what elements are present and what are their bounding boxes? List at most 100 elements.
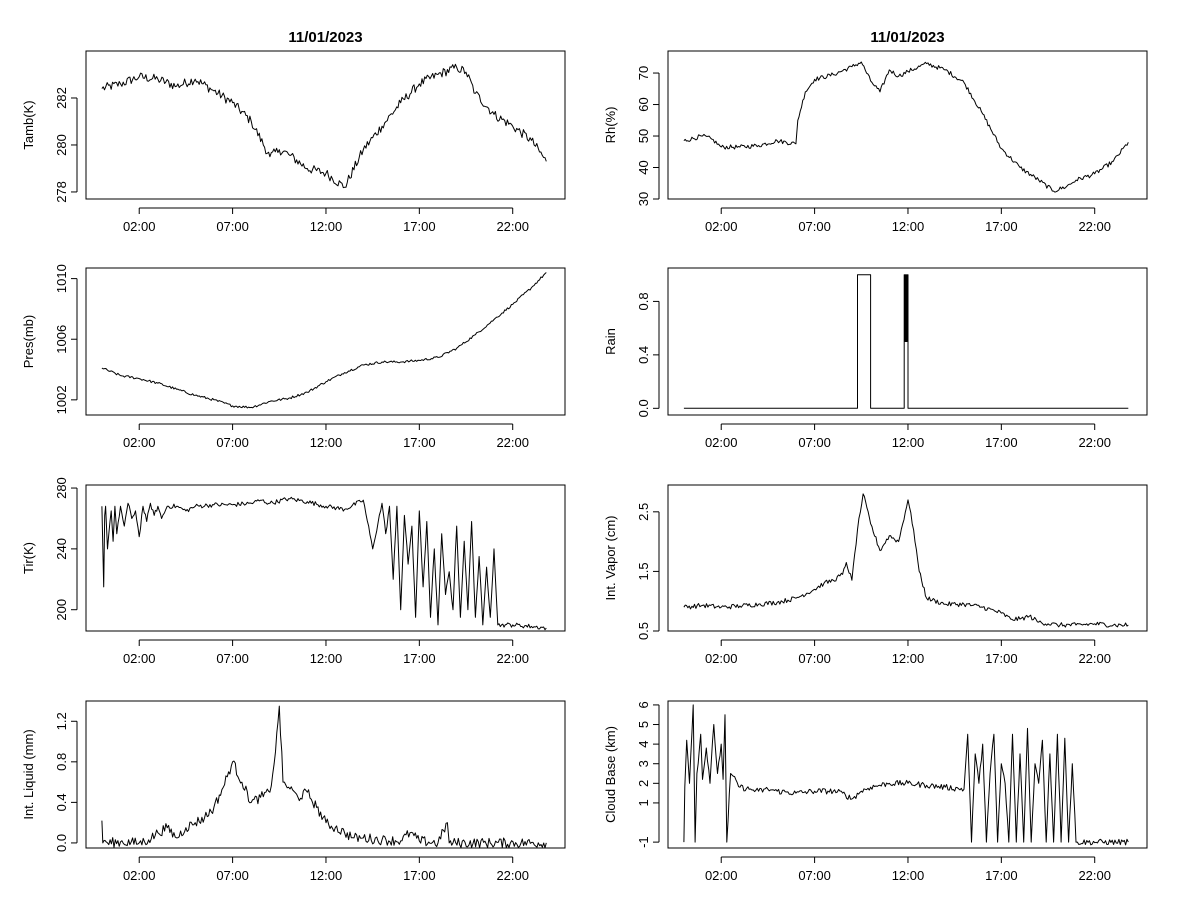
y-tick-label: 0.8: [636, 292, 651, 310]
x-tick-label: 22:00: [1078, 868, 1111, 883]
y-tick-label: 0.0: [54, 834, 69, 852]
x-tick-label: 02:00: [705, 435, 738, 450]
series-line-rain: [683, 274, 1129, 409]
x-tick-label: 07:00: [216, 651, 249, 666]
y-tick-label: 4: [636, 741, 651, 748]
x-tick-label: 17:00: [403, 435, 436, 450]
panels: 11/01/2023 02:00 07:00 12:00 17:00 22:00 278 28…: [21, 29, 1148, 883]
x-tick-label: 07:00: [798, 868, 831, 883]
x-tick-label: 17:00: [985, 435, 1018, 450]
y-tick-label: 0.5: [636, 622, 651, 640]
y-axis-label-cloud: Cloud Base (km): [603, 726, 618, 823]
y-tick-label: 1002: [54, 385, 69, 414]
panel-tamb: 11/01/2023 02:00 07:00 12:00 17:00 22:00 278 28…: [21, 29, 566, 234]
y-tick-label: 240: [54, 538, 69, 560]
series-line-rh: [683, 61, 1129, 193]
x-tick-label: 02:00: [705, 868, 738, 883]
y-axis-label-tir: Tir(K): [21, 542, 36, 574]
panel-liquid: 02:00 07:00 12:00 17:00 22:00 0.0 0.4 0.8 1.2 Int…: [21, 700, 566, 883]
x-tick-label: 07:00: [216, 219, 249, 234]
y-tick-label: 1.5: [636, 562, 651, 580]
x-tick-label: 22:00: [496, 651, 529, 666]
y-tick-label: 0.0: [636, 399, 651, 417]
y-tick-label: -1: [636, 836, 651, 848]
y-tick-label: 200: [54, 599, 69, 621]
y-axis-label-rh: Rh(%): [603, 107, 618, 144]
y-tick-label: 6: [636, 701, 651, 708]
y-tick-label: 280: [54, 477, 69, 499]
y-tick-label: 60: [636, 97, 651, 111]
x-tick-label: 17:00: [403, 868, 436, 883]
series-line-tir: [101, 496, 547, 631]
y-tick-label: 3: [636, 760, 651, 767]
plot-frame-tir: [85, 484, 566, 632]
x-tick-label: 17:00: [403, 651, 436, 666]
x-tick-label: 12:00: [310, 219, 343, 234]
x-tick-label: 22:00: [1078, 651, 1111, 666]
panel-pres: 02:00 07:00 12:00 17:00 22:00 1002 1006 1010 Pre…: [21, 264, 566, 450]
plot-frame-vapor: [667, 484, 1148, 632]
x-tick-label: 12:00: [892, 435, 925, 450]
x-tick-label: 02:00: [123, 651, 156, 666]
x-tick-label: 22:00: [1078, 219, 1111, 234]
panel-title-rh: 11/01/2023: [870, 29, 944, 46]
x-tick-label: 07:00: [216, 868, 249, 883]
y-tick-label: 70: [636, 66, 651, 80]
x-tick-label: 17:00: [985, 651, 1018, 666]
x-tick-label: 07:00: [798, 435, 831, 450]
plot-frame-rain: [667, 267, 1148, 416]
x-tick-label: 17:00: [985, 219, 1018, 234]
x-tick-label: 22:00: [1078, 435, 1111, 450]
series-line-tamb: [101, 63, 547, 189]
y-axis-label-tamb: Tamb(K): [21, 100, 36, 149]
x-tick-label: 22:00: [496, 868, 529, 883]
y-tick-label: 1.2: [54, 712, 69, 730]
series-line-liquid: [101, 705, 547, 849]
x-tick-label: 07:00: [798, 651, 831, 666]
y-tick-label: 280: [54, 134, 69, 156]
panel-tir: 02:00 07:00 12:00 17:00 22:00 200 240 280 Tir(K): [21, 477, 566, 666]
x-tick-label: 12:00: [310, 435, 343, 450]
y-tick-label: 2.5: [636, 503, 651, 521]
plot-frame-tamb: [85, 50, 566, 200]
plot-frame-cloud: [667, 700, 1148, 849]
y-tick-label: 40: [636, 160, 651, 174]
x-tick-label: 17:00: [985, 868, 1018, 883]
y-tick-label: 282: [54, 87, 69, 109]
x-tick-label: 12:00: [310, 651, 343, 666]
y-tick-label: 5: [636, 721, 651, 728]
x-tick-label: 22:00: [496, 219, 529, 234]
x-tick-label: 07:00: [216, 435, 249, 450]
y-tick-label: 1010: [54, 264, 69, 293]
x-tick-label: 07:00: [798, 219, 831, 234]
series-line-pres: [101, 272, 547, 409]
plot-frame-pres: [85, 267, 566, 416]
x-tick-label: 12:00: [892, 219, 925, 234]
x-tick-label: 17:00: [403, 219, 436, 234]
plot-frame-liquid: [85, 700, 566, 849]
x-tick-label: 02:00: [705, 651, 738, 666]
x-tick-label: 12:00: [892, 651, 925, 666]
series-line-vapor: [683, 493, 1129, 628]
x-tick-label: 02:00: [123, 868, 156, 883]
x-tick-label: 12:00: [310, 868, 343, 883]
x-tick-label: 02:00: [123, 435, 156, 450]
panel-title-tamb: 11/01/2023: [288, 29, 362, 46]
y-axis-label-rain: Rain: [603, 328, 618, 355]
y-tick-label: 50: [636, 129, 651, 143]
x-tick-label: 22:00: [496, 435, 529, 450]
x-tick-label: 02:00: [123, 219, 156, 234]
y-tick-label: 0.4: [636, 346, 651, 364]
y-tick-label: 0.4: [54, 793, 69, 811]
plot-frame-rh: [667, 50, 1148, 200]
y-tick-label: 2: [636, 780, 651, 787]
y-tick-label: 0.8: [54, 753, 69, 771]
panel-rain: 02:00 07:00 12:00 17:00 22:00 0.0 0.4 0.8 Rain: [603, 267, 1148, 450]
y-tick-label: 30: [636, 192, 651, 206]
x-tick-label: 12:00: [892, 868, 925, 883]
y-axis-label-liquid: Int. Liquid (mm): [21, 729, 36, 819]
y-tick-label: 1: [636, 799, 651, 806]
panel-rh: 11/01/2023 02:00 07:00 12:00 17:00 22:00 30 40 5…: [603, 29, 1148, 234]
